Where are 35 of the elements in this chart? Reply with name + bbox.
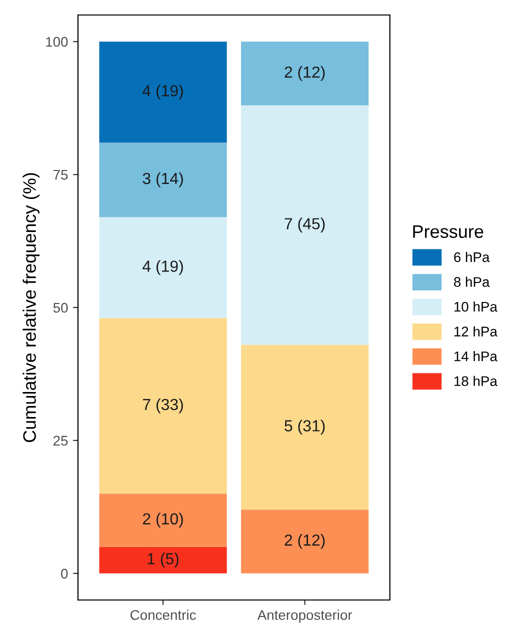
bar	[99, 318, 227, 494]
bar	[241, 42, 369, 106]
bar	[241, 344, 369, 510]
bar	[241, 105, 369, 345]
y-axis-title: Cumulative relative frequency (%)	[22, 173, 40, 442]
legend-label: 6 hPa	[454, 252, 490, 262]
y-tick-label: 25	[54, 436, 68, 446]
bar	[99, 494, 227, 547]
data-label: 2 (10)	[142, 512, 183, 528]
legend-label: 18 hPa	[454, 376, 498, 386]
data-label: 4 (19)	[142, 260, 183, 276]
bar	[99, 217, 227, 318]
bar	[99, 546, 227, 574]
y-tick-label: 50	[53, 302, 68, 313]
legend-label: 14 hPa	[454, 351, 498, 362]
y-tick-label: 100	[46, 36, 68, 47]
data-label: 3 (14)	[142, 172, 183, 188]
bar	[241, 510, 369, 574]
data-label: 1 (5)	[148, 552, 178, 568]
legend-label: 10 hPa	[454, 301, 498, 312]
data-label: 4 (19)	[142, 84, 183, 100]
data-label: 2 (12)	[284, 66, 325, 81]
y-tick-label: 75	[54, 170, 68, 180]
y-tick-label: 0	[61, 568, 68, 579]
x-tick-label: Anteroposterior	[257, 610, 352, 623]
legend-label: 12 hPa	[454, 326, 498, 336]
data-label: 7 (45)	[284, 218, 325, 233]
data-label: 7 (33)	[143, 398, 183, 414]
data-label: 2 (12)	[284, 534, 325, 549]
bar	[99, 142, 227, 218]
bar	[99, 42, 227, 143]
data-label: 5 (31)	[284, 420, 325, 435]
x-tick-label: Concentric	[130, 610, 196, 620]
legend-title: Pressure	[413, 225, 484, 238]
legend-label: 8 hPa	[454, 276, 490, 287]
